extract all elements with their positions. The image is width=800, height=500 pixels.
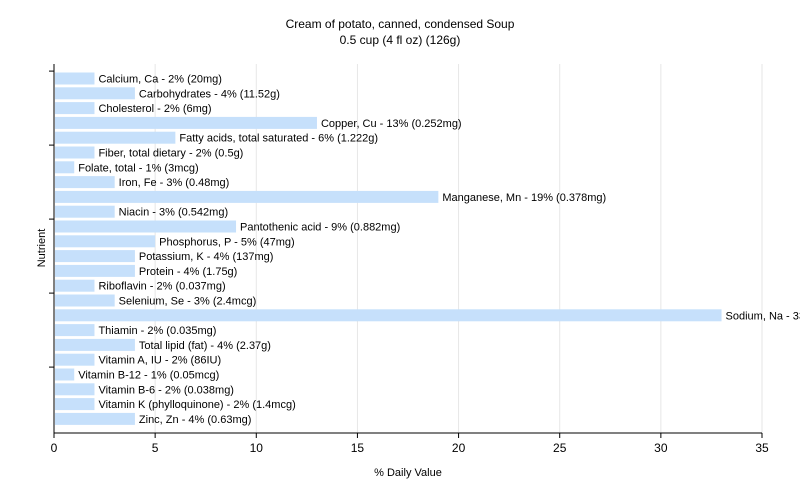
bar [55,190,439,203]
x-tick-label: 35 [755,441,769,455]
x-tick-labels: 0 5 10 15 20 25 30 35 [51,441,769,455]
bar [55,235,156,248]
x-axis-title: % Daily Value [374,467,442,479]
bar [55,131,176,144]
bar [55,264,135,277]
bar [55,383,95,396]
chart-subtitle: 0.5 cup (4 fl oz) (126g) [340,33,461,47]
x-tick-label: 25 [553,441,567,455]
bar-label: Riboflavin - 2% (0.037mg) [98,281,225,293]
bar [55,72,95,85]
bars [55,72,722,425]
x-tick-label: 0 [51,441,58,455]
bar-label: Vitamin B-12 - 1% (0.05mcg) [78,370,219,382]
bar-label: Protein - 4% (1.75g) [139,266,237,278]
bar [55,294,115,307]
bar-label: Vitamin A, IU - 2% (86IU) [98,355,221,367]
bar [55,220,237,233]
y-axis-title: Nutrient [36,229,48,268]
bar-label: Vitamin B-6 - 2% (0.038mg) [98,384,234,396]
bar-label: Carbohydrates - 4% (11.52g) [139,88,280,100]
bar [55,398,95,411]
bar-label: Pantothenic acid - 9% (0.882mg) [240,222,400,234]
x-tick-label: 10 [250,441,264,455]
axes [49,64,763,438]
bar-label: Copper, Cu - 13% (0.252mg) [321,118,462,130]
x-tick-label: 20 [452,441,466,455]
bar [55,368,75,381]
bar-label: Selenium, Se - 3% (2.4mcg) [119,296,257,308]
bar-label: Niacin - 3% (0.542mg) [119,207,228,219]
bar-labels: Calcium, Ca - 2% (20mg) Carbohydrates - 4… [78,74,800,426]
bar-label: Folate, total - 1% (3mcg) [78,162,198,174]
chart-title: Cream of potato, canned, condensed Soup [286,17,515,31]
bar [55,205,115,218]
bar-label: Sodium, Na - 33% (803mg) [726,310,800,322]
x-tick-label: 30 [654,441,668,455]
bar [55,324,95,337]
bar-label: Manganese, Mn - 19% (0.378mg) [442,192,606,204]
bar-label: Fiber, total dietary - 2% (0.5g) [98,148,243,160]
bar-label: Vitamin K (phylloquinone) - 2% (1.4mcg) [98,399,295,411]
bar [55,176,115,189]
bar [55,309,722,322]
bar-label: Calcium, Ca - 2% (20mg) [98,74,221,86]
bar [55,161,75,174]
bar [55,146,95,159]
bar-label: Fatty acids, total saturated - 6% (1.222… [179,133,378,145]
bar-label: Potassium, K - 4% (137mg) [139,251,274,263]
bar-label: Total lipid (fat) - 4% (2.37g) [139,340,271,352]
bar [55,116,317,129]
x-tick-label: 15 [351,441,365,455]
bar-label: Zinc, Zn - 4% (0.63mg) [139,414,251,426]
bar [55,412,135,425]
bar-label: Cholesterol - 2% (6mg) [98,103,211,115]
bar [55,353,95,366]
x-tick-label: 5 [152,441,159,455]
bar [55,250,135,263]
bar-label: Thiamin - 2% (0.035mg) [98,325,216,337]
bar-label: Iron, Fe - 3% (0.48mg) [119,177,230,189]
bar [55,338,135,351]
bar-label: Phosphorus, P - 5% (47mg) [159,236,295,248]
bar [55,279,95,292]
bar [55,102,95,115]
bar [55,87,135,100]
